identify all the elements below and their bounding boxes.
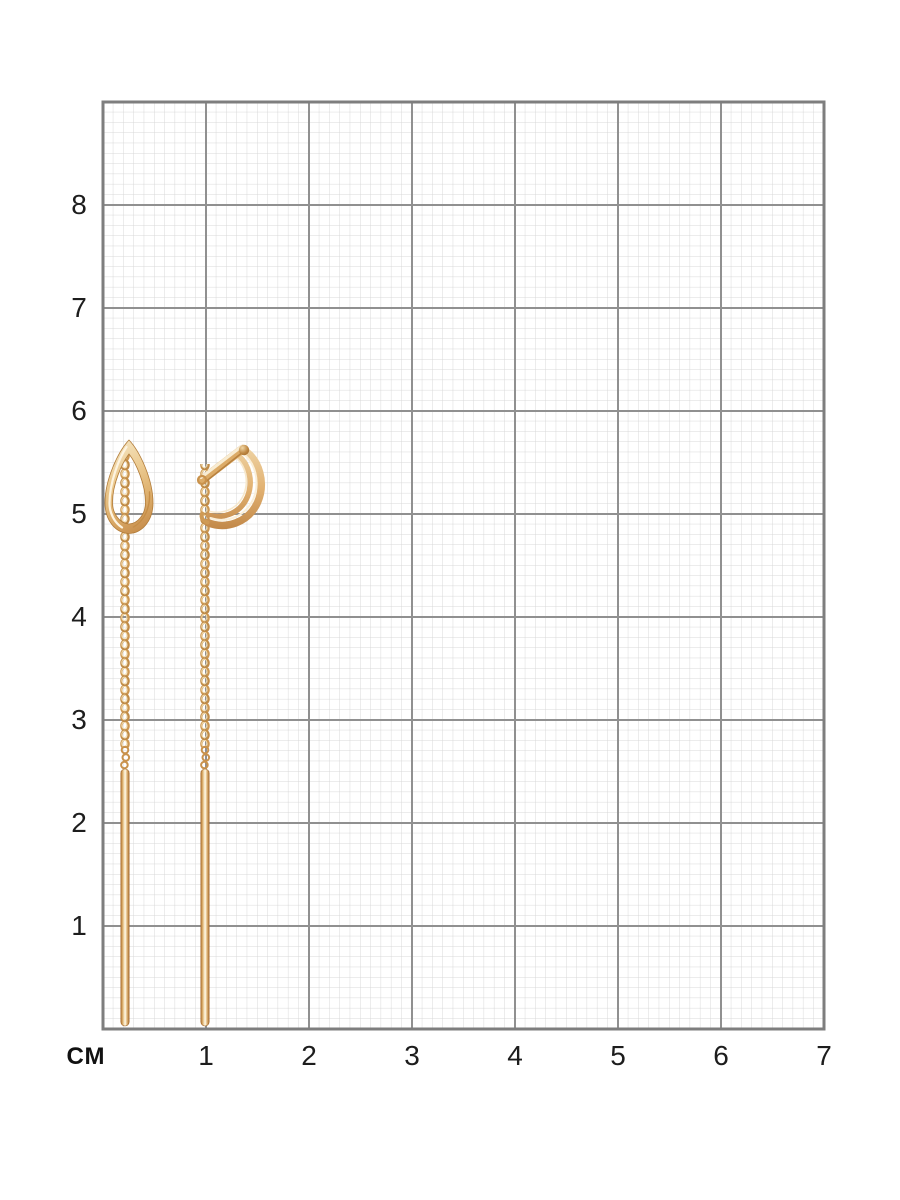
left-teardrop-highlight	[108, 445, 128, 529]
right-top-bar-highlight	[199, 445, 243, 479]
y-axis-label-7: 7	[71, 292, 87, 323]
earring-right	[196, 444, 265, 1027]
right-drop-bar	[200, 768, 210, 1027]
y-axis-label-1: 1	[71, 910, 87, 941]
unit-label-cm: СМ	[66, 1043, 106, 1070]
x-axis-label-2: 2	[301, 1040, 317, 1071]
earring-left	[104, 439, 154, 1027]
left-chain	[120, 452, 130, 748]
right-bottom-tip	[199, 511, 210, 525]
left-drop-bar	[120, 768, 130, 1027]
x-axis-label-5: 5	[610, 1040, 626, 1071]
left-wire-twist	[120, 745, 131, 770]
right-top-bar-shade	[203, 451, 244, 484]
x-axis-label-1: 1	[198, 1040, 214, 1071]
y-axis-label-6: 6	[71, 395, 87, 426]
y-axis-label-3: 3	[71, 704, 87, 735]
x-axis-label-6: 6	[713, 1040, 729, 1071]
y-axis-label-2: 2	[71, 807, 87, 838]
y-axis-label-4: 4	[71, 601, 87, 632]
grid-border	[101, 100, 826, 1031]
x-axis-label-4: 4	[507, 1040, 523, 1071]
cm-grid	[101, 100, 826, 1031]
right-outer-band-highlight	[209, 452, 258, 521]
x-axis-label-7: 7	[816, 1040, 832, 1071]
right-bar-end-cap	[238, 444, 250, 456]
right-top-bar	[197, 444, 247, 485]
y-axis-label-8: 8	[71, 189, 87, 220]
y-axis-label-5: 5	[71, 498, 87, 529]
x-axis-label-3: 3	[404, 1040, 420, 1071]
right-chain-ring	[196, 474, 208, 486]
left-teardrop-shade	[132, 491, 151, 528]
right-inner-band	[205, 453, 253, 520]
right-inner-band-highlight	[209, 458, 248, 514]
right-chain	[200, 464, 210, 748]
right-wire-twist	[200, 745, 211, 770]
right-outer-band	[203, 446, 265, 530]
grid-minor-lines	[103, 102, 824, 1029]
